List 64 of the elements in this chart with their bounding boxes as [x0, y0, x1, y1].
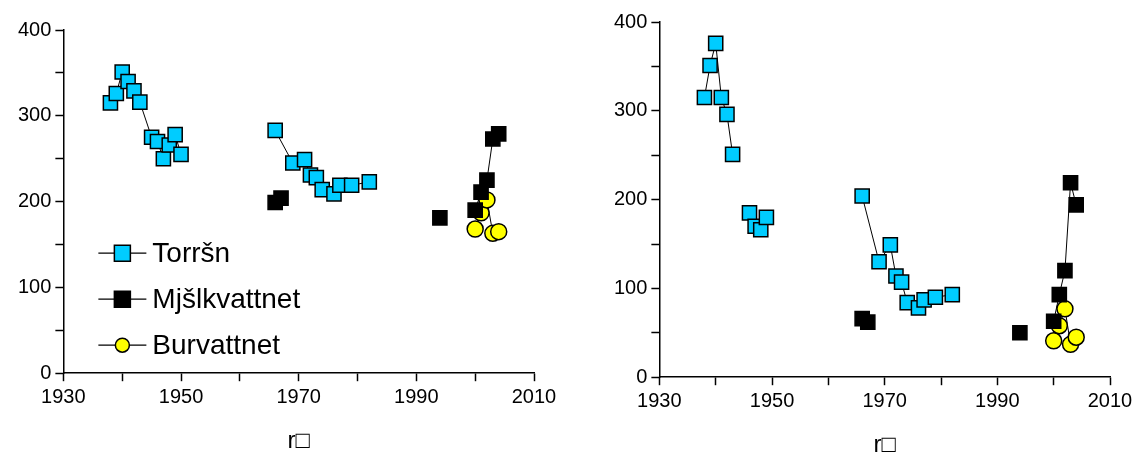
point: [108, 85, 125, 102]
x-axis-title: r□: [873, 430, 897, 458]
point: [1057, 262, 1073, 279]
x-axis-title: r□: [287, 426, 311, 454]
point: [273, 190, 289, 206]
point: [1045, 313, 1062, 330]
x-tick-label: 1970: [862, 388, 907, 411]
y-tick-label: 0: [40, 360, 52, 383]
x-tick-label: 1950: [158, 384, 204, 407]
y-tick-label: 400: [613, 9, 648, 32]
point: [1012, 324, 1028, 341]
point: [432, 210, 448, 226]
point: [490, 126, 507, 142]
point: [927, 289, 944, 306]
x-tick-label: 1990: [975, 388, 1020, 411]
point: [696, 89, 713, 106]
x-tick-label: 1990: [394, 384, 439, 407]
point: [267, 122, 283, 139]
point: [893, 274, 910, 291]
point: [155, 150, 172, 167]
point: [1051, 286, 1068, 303]
x-tick-label: 1970: [276, 384, 321, 407]
point: [1062, 174, 1079, 191]
x-tick-label: 2010: [1087, 388, 1133, 411]
point: [1068, 197, 1085, 213]
x-tick-label: 1930: [637, 388, 682, 411]
y-tick-label: 100: [17, 274, 52, 297]
y-tick-label: 200: [17, 189, 52, 212]
point: [479, 172, 495, 188]
point: [707, 35, 724, 52]
point: [758, 209, 775, 226]
legend-label: Torršn: [152, 236, 231, 268]
point: [1044, 332, 1063, 350]
legend-label: Burvattnet: [152, 328, 281, 360]
point: [719, 106, 735, 123]
point: [466, 220, 484, 238]
y-tick-label: 200: [613, 187, 648, 210]
point: [859, 314, 876, 330]
x-tick-label: 1950: [749, 388, 795, 411]
point: [467, 202, 483, 218]
point: [361, 174, 378, 190]
point: [489, 222, 508, 241]
x-tick-label: 2010: [511, 384, 557, 407]
point: [871, 253, 887, 270]
y-tick-label: 400: [17, 17, 52, 40]
point: [296, 151, 313, 168]
point: [1067, 328, 1085, 346]
point: [132, 94, 148, 110]
point: [724, 146, 741, 163]
point: [713, 89, 730, 106]
point: [944, 286, 961, 303]
point: [854, 188, 870, 204]
y-tick-label: 100: [613, 275, 648, 298]
point: [882, 237, 899, 253]
x-tick-label: 1930: [41, 384, 86, 407]
y-tick-label: 0: [636, 364, 648, 387]
legend-label: Mjšlkvattnet: [152, 282, 301, 314]
y-tick-label: 300: [17, 103, 52, 126]
y-tick-label: 300: [613, 98, 648, 121]
point: [173, 146, 189, 163]
point: [167, 126, 183, 143]
point: [343, 177, 360, 194]
point: [702, 57, 718, 74]
point: [752, 221, 769, 238]
